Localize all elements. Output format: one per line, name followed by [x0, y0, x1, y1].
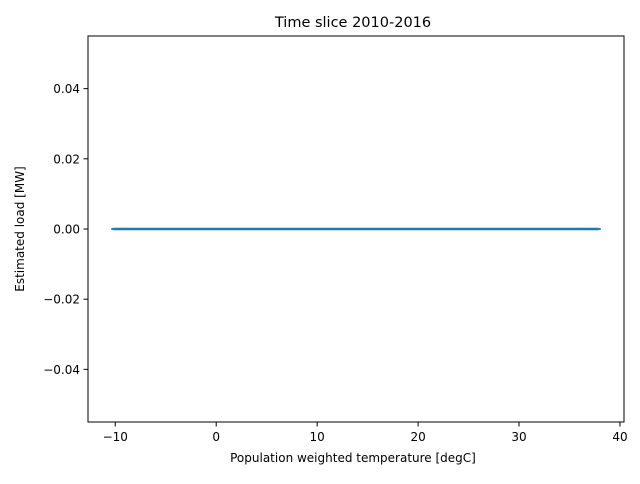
x-tick-label: 10 [309, 430, 324, 444]
data-layer [111, 227, 601, 231]
y-axis: −0.04 −0.02 0.00 0.02 0.04 [43, 82, 88, 377]
x-tick-label: 30 [511, 430, 526, 444]
x-tick-label: 0 [212, 430, 220, 444]
data-point [591, 227, 594, 231]
x-axis: −10 0 10 20 30 40 [103, 422, 628, 444]
data-point [598, 227, 601, 231]
y-tick-label: −0.02 [43, 293, 80, 307]
data-point [120, 227, 123, 231]
data-point [111, 227, 114, 231]
data-point [594, 227, 597, 231]
data-point [582, 227, 585, 231]
y-axis-label: Estimated load [MW] [13, 166, 27, 291]
x-tick-label: −10 [103, 430, 128, 444]
x-tick-label: 20 [410, 430, 425, 444]
x-tick-label: 40 [612, 430, 627, 444]
y-tick-label: 0.04 [53, 82, 80, 96]
chart-title: Time slice 2010-2016 [274, 15, 431, 31]
y-tick-label: −0.04 [43, 363, 80, 377]
y-tick-label: 0.00 [53, 223, 80, 237]
data-point [124, 227, 127, 231]
y-tick-label: 0.02 [53, 152, 80, 166]
data-point [587, 227, 590, 231]
x-axis-label: Population weighted temperature [degC] [230, 451, 476, 465]
